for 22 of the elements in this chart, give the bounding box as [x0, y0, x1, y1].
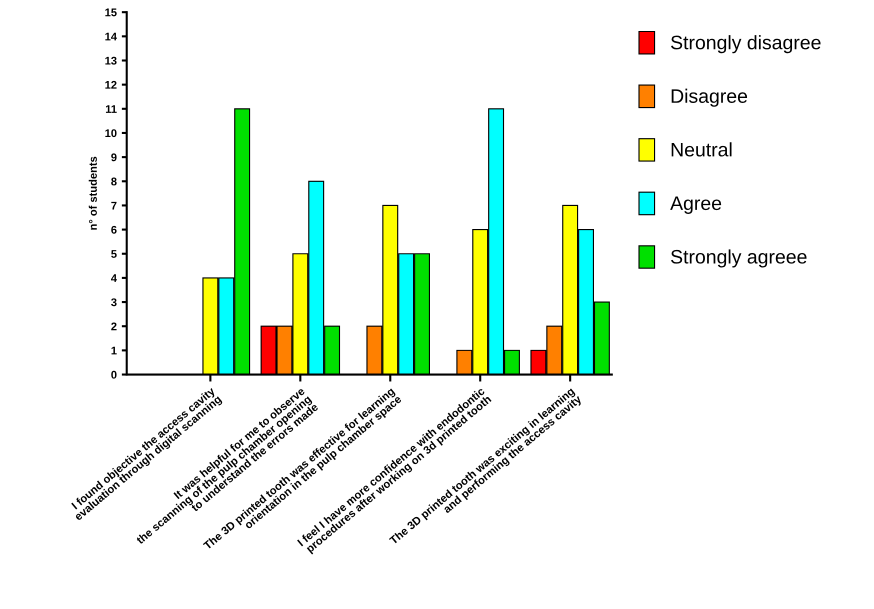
y-axis-title: n° of students — [88, 156, 97, 230]
legend-label: Agree — [670, 196, 722, 214]
y-tick-label: 14 — [105, 32, 117, 40]
y-tick-label: 12 — [105, 80, 117, 89]
y-tick-label: 10 — [105, 129, 117, 138]
y-tick-label: 1 — [112, 346, 117, 354]
y-tick-label: 0 — [111, 370, 117, 379]
legend-label: Disagree — [672, 88, 748, 107]
y-tick-label: 6 — [111, 226, 117, 234]
legend-label: Neutral — [672, 142, 732, 157]
legend-label: Strongly agreee — [670, 249, 807, 268]
y-tick-label: 4 — [110, 274, 117, 282]
y-tick-label: 8 — [111, 178, 117, 186]
y-tick-label: 13 — [105, 56, 117, 65]
y-tick-label: 7 — [111, 202, 117, 210]
y-tick-label: 5 — [111, 250, 117, 258]
y-tick-label: 3 — [111, 298, 117, 306]
y-tick-label: 9 — [111, 153, 117, 162]
legend-label: Strongly disagree — [670, 35, 821, 54]
y-tick-label: 11 — [106, 105, 117, 113]
y-tick-label: 2 — [111, 322, 117, 330]
y-tick-label: 15 — [105, 8, 117, 16]
